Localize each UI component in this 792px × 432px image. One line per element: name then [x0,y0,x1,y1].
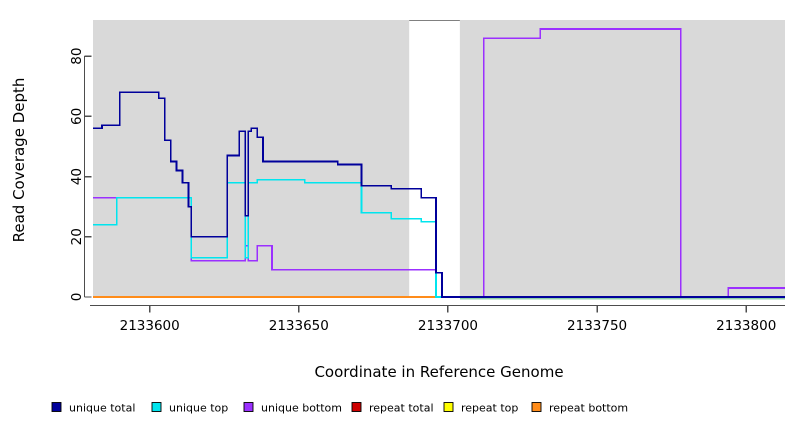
legend-swatch [531,402,542,412]
legend-item-repeat-top: repeat top [443,402,518,415]
x-tick-labels: 2133600 2133650 2133700 2133750 2133800 [120,318,777,334]
legend-item-unique-top: unique top [151,402,228,415]
legend-swatch [243,402,254,412]
legend-label: unique total [69,402,135,415]
axis-layer [83,55,785,313]
series-layer [93,28,785,298]
x-tick-label: 2133600 [120,318,180,334]
legend-swatch [51,402,62,412]
no-data-gap-region [409,20,460,297]
x-tick-label: 2133800 [716,318,776,334]
legend-item-repeat-total: repeat total [351,402,434,415]
y-tick-label: 60 [69,108,85,125]
series-line-unique-total [93,91,785,298]
legend-item-unique-total: unique total [51,402,135,415]
legend-label: unique top [169,402,228,415]
series-line-unique-bottom [93,28,785,298]
chart-legend: unique total unique top unique bottom repea… [51,402,628,415]
legend-swatch [443,402,454,412]
x-tick-label: 2133700 [418,318,478,334]
y-tick-label: 0 [69,293,85,302]
legend-label: unique bottom [261,402,342,415]
y-tick-label: 40 [69,168,85,185]
series-line-unique-top [93,178,785,298]
x-tick-label: 2133750 [567,318,627,334]
y-axis-title: Read Coverage Depth [10,78,28,243]
x-tick-label: 2133650 [269,318,329,334]
y-tick-label: 80 [69,48,85,65]
legend-label: repeat top [461,402,518,415]
y-tick-label: 20 [69,228,85,245]
y-tick-labels: 0 20 40 60 80 [69,48,85,302]
legend-item-unique-bottom: unique bottom [243,402,342,415]
legend-label: repeat total [369,402,434,415]
x-axis-title: Coordinate in Reference Genome [314,363,563,381]
legend-swatch [351,402,362,412]
legend-swatch [151,402,162,412]
legend-label: repeat bottom [549,402,628,415]
legend-item-repeat-bottom: repeat bottom [531,402,628,415]
